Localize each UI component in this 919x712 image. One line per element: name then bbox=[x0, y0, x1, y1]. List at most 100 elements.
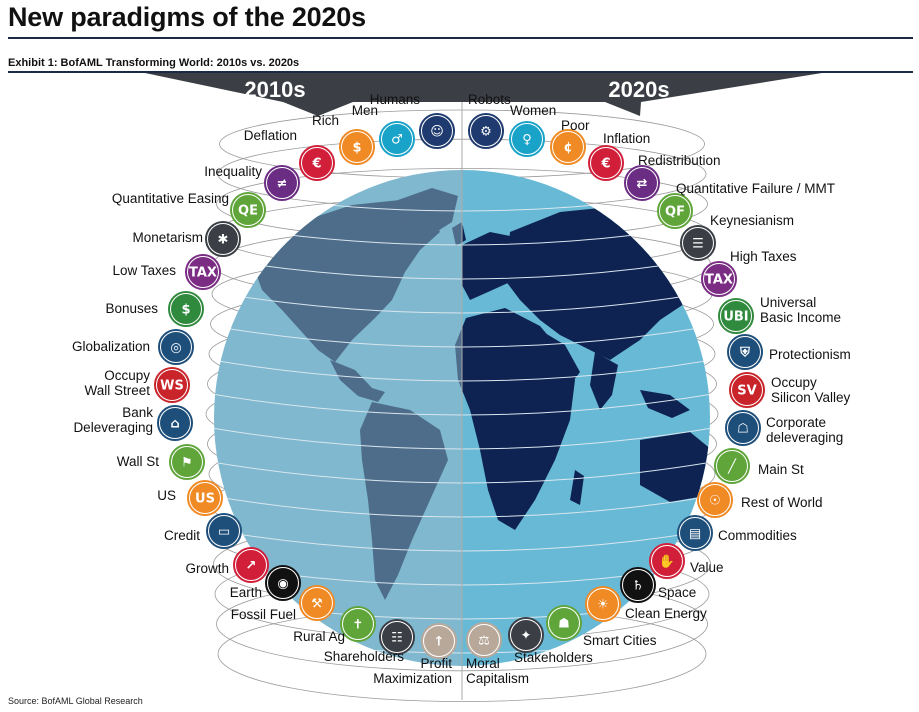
svg-text:≠: ≠ bbox=[277, 177, 288, 192]
svg-text:▤: ▤ bbox=[689, 527, 701, 542]
ledger-icon: ☰ bbox=[680, 225, 716, 261]
tax-down-icon: TAX bbox=[185, 254, 221, 290]
left-item-label: Inequality bbox=[204, 164, 262, 179]
right-item-label: Rest of World bbox=[741, 495, 823, 510]
left-item-label: Low Taxes bbox=[112, 263, 176, 278]
right-item-label: Corporate deleveraging bbox=[766, 415, 843, 445]
svg-text:TAX: TAX bbox=[705, 273, 733, 288]
right-item: ✋ Value bbox=[649, 543, 724, 579]
svg-text:☺: ☺ bbox=[430, 125, 444, 140]
left-item-label: Rural Ag bbox=[293, 629, 345, 644]
right-item: ⇄ Redistribution bbox=[624, 153, 721, 201]
svg-text:↗: ↗ bbox=[246, 559, 257, 574]
left-item-label: Fossil Fuel bbox=[231, 607, 296, 622]
shield-lock-icon: ⛨ bbox=[727, 334, 763, 370]
svg-text:✱: ✱ bbox=[218, 233, 229, 248]
right-item: ☰ Keynesianism bbox=[680, 213, 794, 261]
us-map-icon: US bbox=[187, 480, 223, 516]
left-item: ☺ Humans bbox=[370, 92, 455, 149]
svg-text:☷: ☷ bbox=[391, 631, 403, 646]
right-item-label: Clean Energy bbox=[625, 606, 707, 621]
left-item-label: Quantitative Easing bbox=[112, 191, 229, 206]
network-icon: ✱ bbox=[205, 221, 241, 257]
value-hand-icon: ✋ bbox=[649, 543, 685, 579]
left-item-label: Deflation bbox=[244, 128, 297, 143]
right-item: ▤ Commodities bbox=[677, 515, 797, 551]
right-item-label: Protectionism bbox=[769, 347, 851, 362]
left-item: WS Occupy Wall Street bbox=[84, 367, 190, 403]
right-item-label: Robots bbox=[468, 92, 511, 107]
right-item-label: High Taxes bbox=[730, 249, 797, 264]
svg-text:↑: ↑ bbox=[434, 635, 445, 650]
globe-icon: ◎ bbox=[158, 329, 194, 365]
scarecrow-icon: ✝ bbox=[340, 606, 376, 642]
left-item-label: Growth bbox=[185, 561, 229, 576]
poor-bag-icon: ¢ bbox=[550, 129, 586, 165]
right-item: ☖ Corporate deleveraging bbox=[725, 410, 843, 446]
world-map-icon: ☉ bbox=[697, 482, 733, 518]
right-item: TAX High Taxes bbox=[701, 249, 797, 297]
right-item-label: Value bbox=[690, 560, 724, 575]
silicon-valley-icon: SV bbox=[729, 372, 765, 408]
svg-text:☀: ☀ bbox=[597, 598, 609, 613]
svg-text:WS: WS bbox=[160, 379, 184, 394]
svg-text:⚙: ⚙ bbox=[480, 125, 492, 140]
right-item-label: Keynesianism bbox=[710, 213, 794, 228]
left-item: ⚑ Wall St bbox=[117, 444, 205, 480]
right-item: ⛨ Protectionism bbox=[727, 334, 851, 370]
left-item-label: Occupy Wall Street bbox=[84, 368, 150, 398]
right-item: ✦ Stakeholders bbox=[508, 617, 593, 665]
svg-text:☖: ☖ bbox=[737, 422, 749, 437]
right-item-label: Moral Capitalism bbox=[466, 656, 529, 686]
left-item-label: US bbox=[157, 488, 176, 503]
svg-text:⌂: ⌂ bbox=[170, 417, 179, 432]
svg-text:€: € bbox=[311, 157, 321, 172]
left-item-label: Shareholders bbox=[324, 649, 405, 664]
right-item-label: Inflation bbox=[603, 131, 650, 146]
svg-text:▭: ▭ bbox=[218, 525, 230, 540]
svg-text:$: $ bbox=[181, 303, 190, 318]
left-item-label: Earth bbox=[230, 585, 262, 600]
header-2020s: 2020s bbox=[608, 77, 669, 102]
svg-text:⇄: ⇄ bbox=[637, 177, 648, 192]
right-items: ⚙ Robots ♀ Women ¢ Poor € Inflation ⇄ Redistribut… bbox=[466, 92, 851, 686]
left-item-label: Humans bbox=[370, 92, 421, 107]
left-item: ↗ Growth bbox=[185, 547, 269, 583]
right-item: ☀ Clean Energy bbox=[585, 586, 707, 622]
right-item: € Inflation bbox=[588, 131, 650, 181]
svg-text:⛨: ⛨ bbox=[739, 346, 750, 361]
left-item: $ Rich bbox=[312, 113, 375, 165]
left-items: ☺ Humans♂Men$Rich€ Deflation ≠ Inequality QEQ… bbox=[72, 92, 457, 686]
money-bag-icon: $ bbox=[339, 129, 375, 165]
left-item: ♂ Men bbox=[352, 103, 415, 157]
qf-icon: QF bbox=[657, 193, 693, 229]
right-item-label: Commodities bbox=[718, 528, 797, 543]
right-item-label: Main St bbox=[758, 462, 804, 477]
left-item: QE Quantitative Easing bbox=[112, 191, 266, 228]
redistribution-icon: ⇄ bbox=[624, 165, 660, 201]
svg-text:☰: ☰ bbox=[692, 237, 704, 252]
right-item-label: Smart Cities bbox=[583, 633, 657, 648]
left-item: $ Bonuses bbox=[105, 291, 204, 327]
page-title: New paradigms of the 2020s bbox=[8, 2, 366, 32]
right-item-label: Women bbox=[510, 103, 556, 118]
left-item: ↑ Profit Maximization bbox=[373, 623, 457, 686]
left-item: TAX Low Taxes bbox=[112, 254, 221, 290]
left-item: ✝ Rural Ag bbox=[293, 606, 376, 644]
left-item: ◎ Globalization bbox=[72, 329, 194, 365]
tax-up-icon: TAX bbox=[701, 261, 737, 297]
people-group-icon: ☺ bbox=[419, 113, 455, 149]
svg-text:⚒: ⚒ bbox=[311, 597, 323, 612]
svg-text:⚑: ⚑ bbox=[181, 456, 193, 471]
right-item-label: Universal Basic Income bbox=[760, 295, 841, 325]
banner-2010s bbox=[145, 73, 462, 116]
svg-text:☉: ☉ bbox=[709, 494, 721, 509]
profit-icon: ↑ bbox=[421, 623, 457, 659]
right-item-label: Space bbox=[658, 585, 696, 600]
land-left bbox=[398, 188, 458, 236]
euro-up-icon: € bbox=[588, 145, 624, 181]
right-item: SV Occupy Silicon Valley bbox=[729, 372, 851, 408]
right-item: ☉ Rest of World bbox=[697, 482, 823, 518]
land-left bbox=[252, 200, 440, 362]
